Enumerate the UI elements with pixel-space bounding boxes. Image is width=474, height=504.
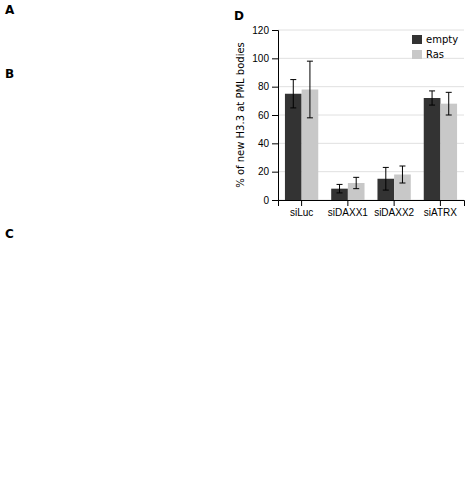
x-tick: siDAXX2 — [374, 200, 414, 218]
bar — [424, 98, 441, 200]
legend-item: empty — [412, 34, 458, 45]
y-tick-label: 60 — [258, 110, 270, 121]
y-axis-line — [272, 31, 279, 201]
error-bar — [399, 166, 405, 183]
bar — [440, 104, 457, 200]
error-bars — [307, 61, 452, 189]
x-tick-mark — [394, 200, 395, 206]
y-tick-label: 100 — [252, 53, 269, 64]
y-tick: 80 — [258, 81, 278, 92]
error-bar — [290, 80, 296, 108]
plot-area — [285, 61, 457, 200]
panel-label: A — [5, 3, 15, 17]
error-bar — [446, 92, 452, 115]
grid-line — [278, 86, 464, 87]
legend-swatch — [412, 50, 422, 59]
bar — [285, 94, 302, 200]
y-tick: 20 — [258, 166, 278, 177]
x-tick: siDAXX1 — [328, 200, 368, 218]
x-tick: siLuc — [290, 200, 313, 218]
y-tick: 0 — [263, 195, 278, 206]
error-bar — [429, 91, 435, 105]
y-tick: 60 — [258, 110, 278, 121]
error-bar — [353, 177, 359, 188]
legend-item: Ras — [412, 49, 444, 60]
y-axis: 0 20 40 60 80 100 120 — [252, 25, 278, 206]
y-tick-mark — [272, 87, 278, 88]
x-tick-label: siDAXX1 — [328, 207, 368, 218]
y-tick-mark — [272, 172, 278, 173]
y-tick-label: 40 — [258, 138, 270, 149]
x-axis-line — [279, 201, 465, 207]
x-tick: siATRX — [424, 200, 457, 218]
chart: 0 20 40 60 80 100 120 siLuc siDAXX1 siDAXX2 siATRX… — [0, 0, 474, 504]
x-tick-mark — [440, 200, 441, 206]
y-tick: 100 — [252, 53, 278, 64]
x-tick-label: siLuc — [290, 207, 313, 218]
y-tick-mark — [272, 30, 278, 31]
y-tick-mark — [272, 143, 278, 144]
panel-label: D — [234, 9, 244, 23]
legend-swatch — [412, 35, 422, 44]
grid — [278, 30, 464, 200]
y-tick-label: 80 — [258, 81, 270, 92]
x-tick-mark — [301, 200, 302, 206]
x-tick-label: siDAXX2 — [374, 207, 414, 218]
error-bar — [383, 167, 389, 190]
error-bars — [290, 80, 435, 193]
x-axis: siLuc siDAXX1 siDAXX2 siATRX — [279, 200, 465, 218]
y-tick-label: 120 — [252, 25, 269, 36]
legend: empty Ras — [412, 34, 458, 60]
panel-label: C — [5, 227, 14, 241]
y-axis-title: % of new H3.3 at PML bodies — [235, 42, 246, 188]
y-tick: 120 — [252, 25, 278, 36]
y-tick-label: 0 — [263, 195, 269, 206]
y-tick-label: 20 — [258, 166, 270, 177]
y-tick: 40 — [258, 138, 278, 149]
legend-label: Ras — [426, 49, 444, 60]
x-tick-label: siATRX — [424, 207, 457, 218]
y-tick-mark — [272, 115, 278, 116]
y-tick-mark — [272, 58, 278, 59]
series — [302, 90, 457, 201]
x-tick-mark — [347, 200, 348, 206]
legend-label: empty — [426, 34, 458, 45]
error-bar — [307, 61, 313, 118]
y-tick-mark — [272, 200, 278, 201]
panel-label: B — [5, 67, 14, 81]
grid-line — [278, 30, 464, 31]
error-bar — [337, 184, 343, 193]
